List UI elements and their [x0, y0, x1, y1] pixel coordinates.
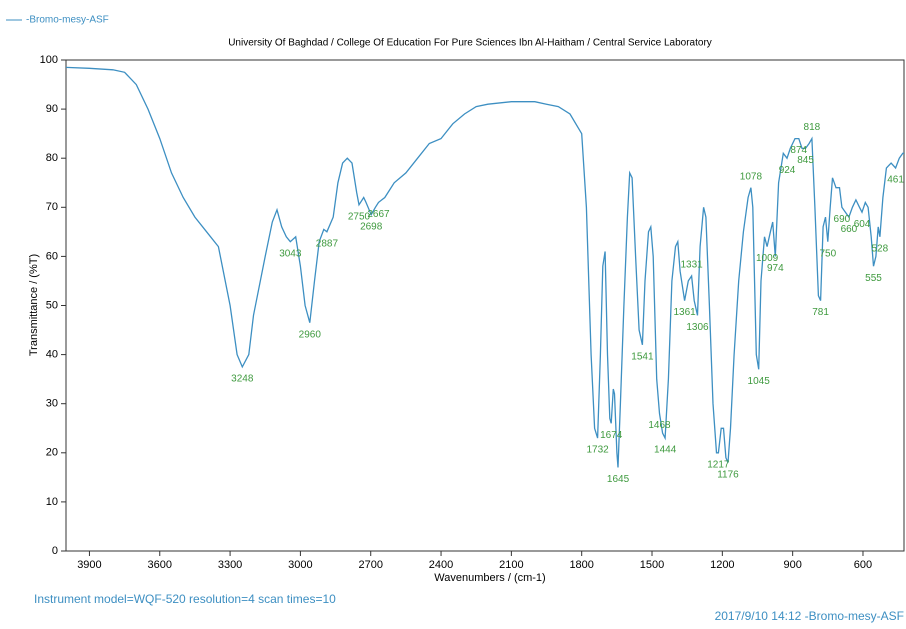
peak-label: 1045: [748, 376, 771, 387]
peak-label: 1468: [648, 420, 671, 431]
y-tick-label: 100: [40, 54, 58, 66]
peak-label: 2750: [348, 211, 371, 222]
peak-label: 845: [797, 155, 814, 166]
timestamp: 2017/9/10 14:12 -Bromo-mesy-ASF: [715, 609, 904, 623]
peak-label: 1541: [631, 351, 654, 362]
chart-title: University Of Baghdad / College Of Educa…: [228, 38, 712, 49]
x-tick-label: 600: [854, 559, 872, 571]
peak-label: 2667: [367, 209, 390, 220]
x-tick-label: 1800: [569, 559, 593, 571]
peak-label: 818: [804, 122, 821, 133]
x-tick-label: 2100: [499, 559, 523, 571]
peak-label: 1078: [740, 171, 763, 182]
peak-label: 1732: [587, 445, 610, 456]
y-tick-label: 0: [52, 545, 58, 557]
x-tick-label: 900: [783, 559, 801, 571]
spectrum-line: [65, 66, 904, 468]
y-tick-label: 10: [46, 496, 58, 508]
peak-label: 1645: [607, 474, 630, 485]
x-tick-label: 3900: [77, 559, 101, 571]
peak-label: 781: [812, 307, 829, 318]
peak-label: 3248: [231, 374, 254, 385]
x-tick-label: 3000: [288, 559, 312, 571]
peak-label: 2960: [299, 329, 322, 340]
peak-label: 2887: [316, 238, 339, 249]
y-tick-label: 30: [46, 398, 58, 410]
x-axis-label: Wavenumbers / (cm-1): [434, 572, 545, 584]
y-tick-label: 40: [46, 349, 58, 361]
peak-label: 2698: [360, 221, 383, 232]
peak-label: 1361: [673, 307, 696, 318]
x-tick-label: 2400: [429, 559, 453, 571]
x-tick-label: 1500: [640, 559, 664, 571]
y-tick-label: 70: [46, 201, 58, 213]
legend-label: -Bromo-mesy-ASF: [26, 15, 109, 26]
peak-label: 1176: [717, 469, 739, 480]
y-tick-label: 20: [46, 447, 58, 459]
peak-label: 874: [790, 145, 807, 156]
x-tick-label: 3300: [218, 559, 242, 571]
x-tick-label: 2700: [358, 559, 382, 571]
peak-label: 750: [819, 248, 836, 259]
peak-label: 924: [779, 165, 796, 176]
y-tick-label: 90: [46, 103, 58, 115]
peak-label: 1009: [756, 253, 779, 264]
peak-label: 690: [834, 214, 851, 225]
peak-label: 555: [865, 273, 882, 284]
peak-label: 660: [841, 224, 858, 235]
peak-label: 461: [887, 175, 904, 186]
peak-label: 1331: [681, 260, 704, 271]
peak-label: 1217: [707, 459, 730, 470]
peak-label: 1674: [600, 430, 623, 441]
peak-label: 974: [767, 263, 784, 274]
y-tick-label: 60: [46, 250, 58, 262]
y-axis-label: Transmittance / (%T): [28, 254, 40, 356]
y-tick-label: 50: [46, 299, 58, 311]
x-tick-label: 3600: [148, 559, 172, 571]
peak-label: 1444: [654, 445, 677, 456]
x-tick-label: 1200: [710, 559, 734, 571]
plot-frame: [65, 59, 905, 552]
peak-label: 1306: [686, 322, 709, 333]
instrument-info: Instrument model=WQF-520 resolution=4 sc…: [34, 592, 336, 606]
peak-label: 528: [872, 243, 889, 254]
y-tick-label: 80: [46, 152, 58, 164]
peak-label: 604: [854, 219, 871, 230]
peak-label: 3043: [279, 248, 302, 259]
